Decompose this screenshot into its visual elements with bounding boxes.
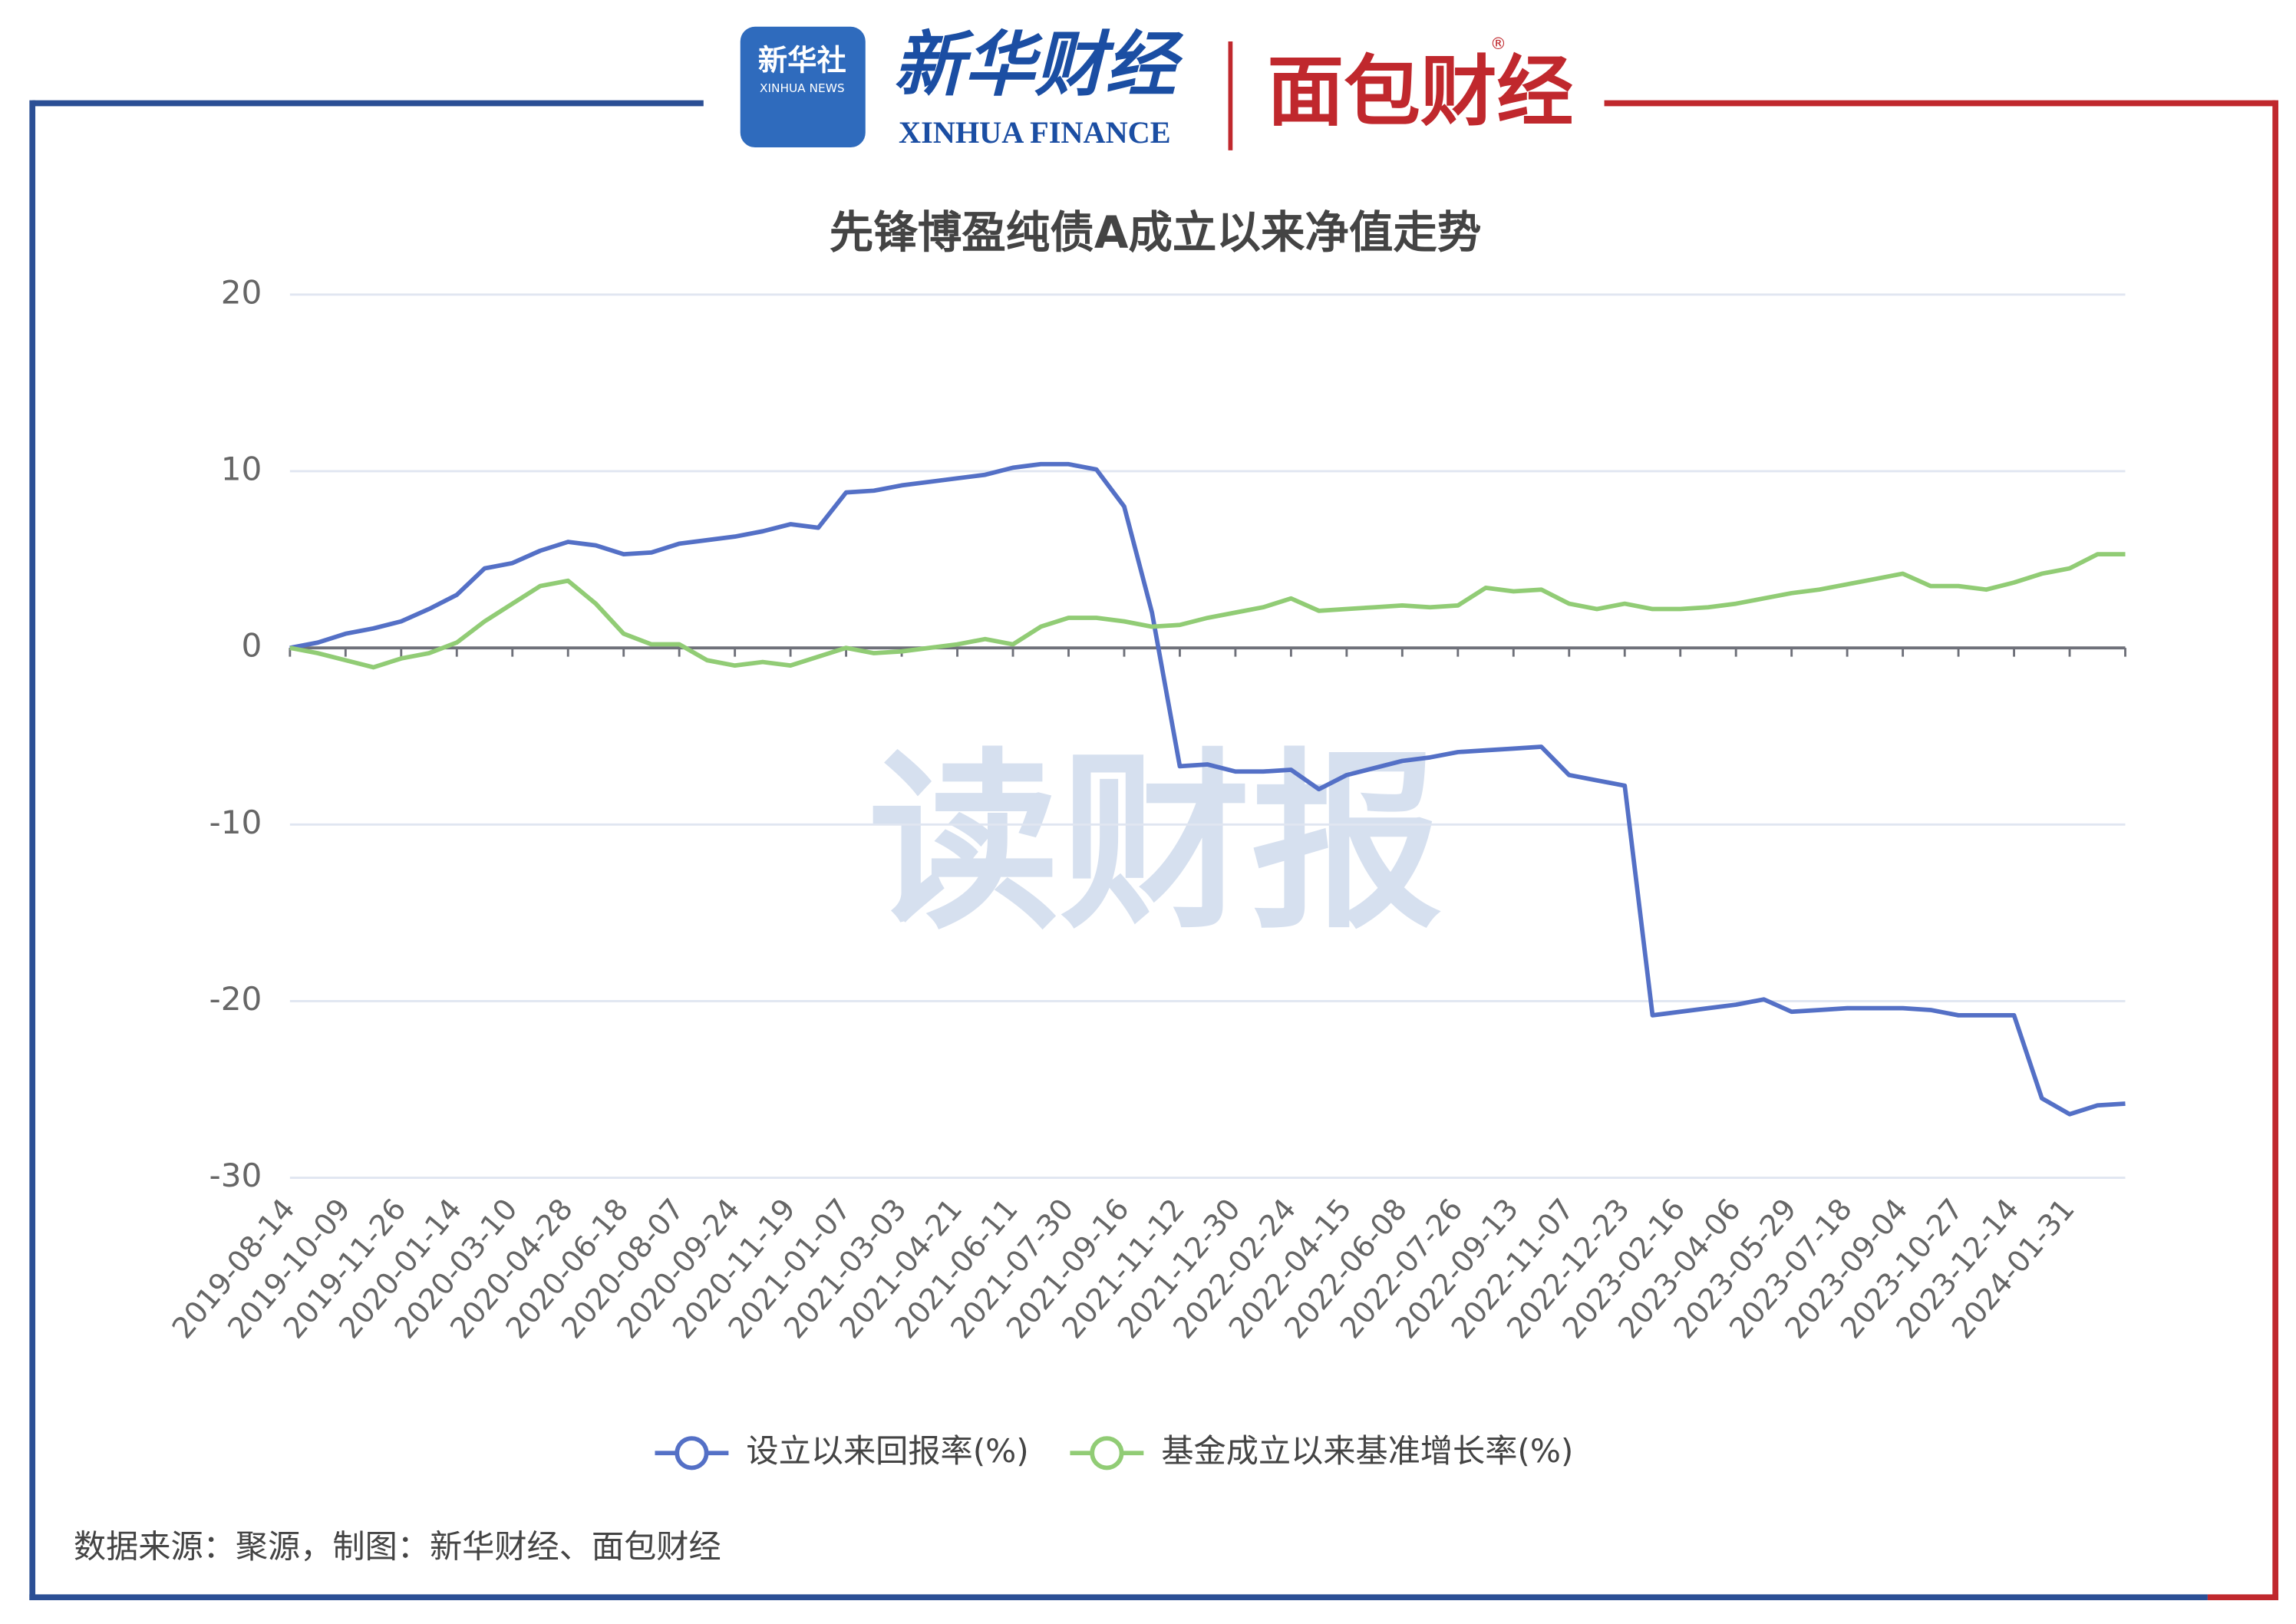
- y-tick-label: -30: [209, 1157, 262, 1194]
- y-tick-label: 0: [242, 627, 262, 665]
- logo-text: XINHUA FINANCE: [899, 115, 1171, 150]
- logo-text: ®: [1490, 34, 1506, 53]
- y-tick-label: -10: [209, 804, 262, 841]
- logo-text: 新华财经: [893, 23, 1183, 106]
- source-note: 数据来源：聚源，制图：新华财经、面包财经: [74, 1527, 721, 1565]
- chart-title: 先锋博盈纯债A成立以来净值走势: [830, 207, 1482, 259]
- y-tick-label: -20: [209, 980, 262, 1018]
- data-line: [289, 552, 2126, 670]
- logo-badge: [740, 26, 866, 148]
- legend-label: 设立以来回报率(%): [746, 1432, 1028, 1470]
- logo-text: 面包财经: [1267, 47, 1573, 137]
- logo-text: XINHUA NEWS: [760, 81, 845, 95]
- legend-marker: [675, 1436, 709, 1471]
- watermark: 读财报: [869, 732, 1443, 955]
- data-line: [289, 461, 2126, 1117]
- y-tick-label: 10: [221, 450, 262, 487]
- y-tick-label: 20: [221, 273, 262, 311]
- legend-marker: [1090, 1436, 1124, 1471]
- legend-label: 基金成立以来基准增长率(%): [1161, 1432, 1573, 1470]
- logo-text: 新华社: [758, 43, 846, 78]
